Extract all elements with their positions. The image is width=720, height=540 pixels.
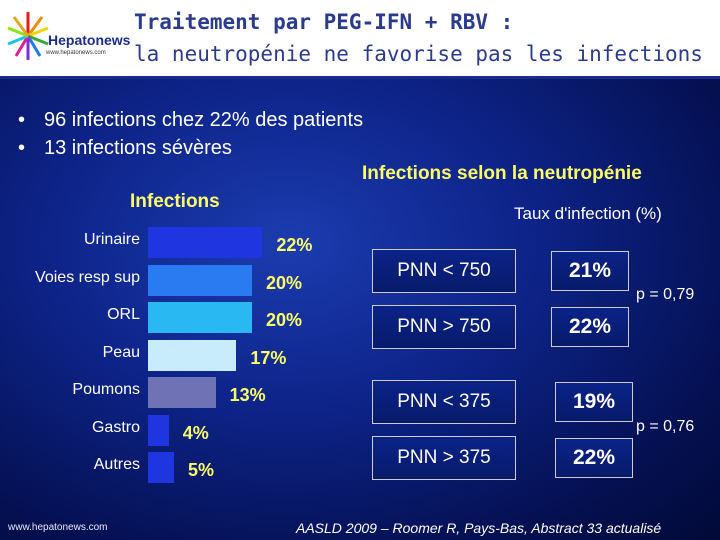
p-value-2: p = 0,76 (636, 418, 695, 435)
neutropenie-title: Infections selon la neutropénie (362, 163, 642, 184)
category-label: Urinaire (83, 231, 140, 248)
bullet-dot: • (18, 137, 26, 159)
pnn-label-box: PNN > 375 (372, 436, 516, 480)
bullet-dot: • (18, 109, 26, 131)
category-label: Peau (102, 343, 140, 361)
bar (148, 227, 263, 258)
pnn-label-box: PNN < 750 (372, 249, 516, 293)
bar (148, 414, 169, 446)
value-label: 4% (182, 422, 209, 443)
category-label: Poumons (72, 381, 140, 398)
bar (148, 452, 174, 483)
value-label: 22% (276, 235, 313, 255)
category-label: Autres (93, 456, 140, 473)
value-label: 13% (229, 385, 266, 405)
pnn-label-box: PNN < 375 (372, 380, 516, 424)
pnn-label-box: PNN > 750 (372, 305, 516, 349)
infections-chart-title: Infections (130, 191, 220, 212)
value-label: 20% (266, 272, 303, 293)
slide-title-line-2: la neutropénie ne favorise pas les infec… (134, 42, 703, 66)
value-label: 20% (266, 310, 303, 330)
colorful-star-icon (7, 12, 49, 60)
header-banner: Hepatonews www.hepatonews.com Traitement… (0, 0, 720, 76)
rate-header: Taux d'infection (%) (514, 204, 662, 223)
rate-box: 22% (551, 307, 629, 347)
category-label: ORL (107, 306, 140, 323)
rate-box: 22% (555, 438, 633, 478)
hepatonews-logo: Hepatonews www.hepatonews.com (6, 6, 130, 68)
rate-box: 19% (555, 382, 633, 422)
logo-name: Hepatonews (48, 32, 131, 48)
footer-url: www.hepatonews.com (8, 522, 108, 533)
p-value-1: p = 0,79 (636, 286, 695, 303)
bullet-item: • 13 infections sévères (18, 134, 363, 162)
bullet-text: 96 infections chez 22% des patients (44, 109, 364, 131)
bullet-item: • 96 infections chez 22% des patients (18, 106, 363, 134)
value-label: 5% (188, 460, 215, 480)
bullet-list: • 96 infections chez 22% des patients • 13… (18, 106, 363, 162)
header-divider (0, 76, 720, 79)
logo-url: www.hepatonews.com (46, 50, 106, 56)
bar (148, 377, 216, 408)
category-label: Voies resp sup (35, 268, 140, 286)
value-label: 17% (250, 347, 287, 368)
bar (148, 302, 252, 333)
bar (148, 339, 237, 371)
slide-title-line-1: Traitement par PEG-IFN + RBV : (134, 10, 514, 34)
footer-citation: AASLD 2009 – Roomer R, Pays-Bas, Abstrac… (296, 520, 662, 536)
bar (148, 264, 252, 296)
rate-box: 21% (551, 251, 629, 291)
bullet-text: 13 infections sévères (44, 137, 232, 159)
category-label: Gastro (91, 418, 140, 436)
